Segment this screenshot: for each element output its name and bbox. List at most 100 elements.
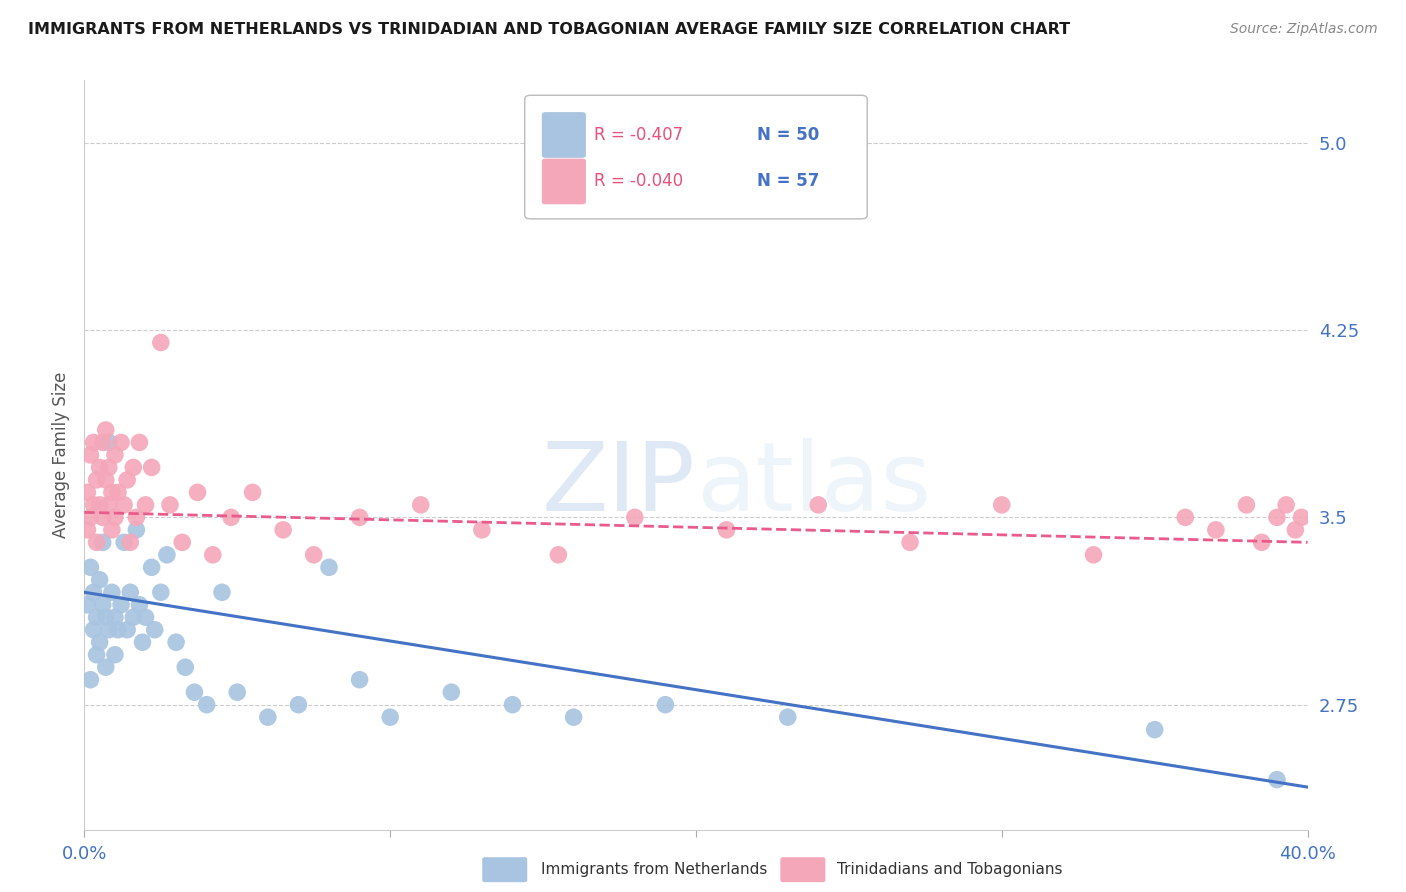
Point xyxy=(94,423,117,437)
Point xyxy=(242,485,264,500)
Point xyxy=(1291,510,1313,524)
Point xyxy=(94,473,117,487)
Point xyxy=(107,485,129,500)
Point xyxy=(1250,535,1272,549)
Point xyxy=(89,635,111,649)
Point xyxy=(91,435,114,450)
Point xyxy=(547,548,569,562)
Point xyxy=(107,623,129,637)
Point xyxy=(271,523,294,537)
Text: R = -0.040: R = -0.040 xyxy=(595,172,683,190)
Point xyxy=(141,560,163,574)
Point xyxy=(110,598,132,612)
Point xyxy=(104,648,127,662)
Point xyxy=(125,510,148,524)
Point xyxy=(716,523,738,537)
Point xyxy=(83,498,105,512)
Point xyxy=(76,523,98,537)
Point xyxy=(991,498,1014,512)
Point xyxy=(91,598,114,612)
Point xyxy=(195,698,218,712)
FancyBboxPatch shape xyxy=(541,112,586,158)
Point xyxy=(104,510,127,524)
Point xyxy=(112,535,135,549)
Point xyxy=(83,623,105,637)
Point xyxy=(318,560,340,574)
Point xyxy=(149,585,172,599)
Point xyxy=(502,698,524,712)
Point xyxy=(120,535,142,549)
Point xyxy=(97,435,120,450)
Point xyxy=(97,623,120,637)
Point xyxy=(101,585,124,599)
Text: ZIP: ZIP xyxy=(543,438,696,532)
Point xyxy=(776,710,799,724)
Point xyxy=(1236,498,1258,512)
Y-axis label: Average Family Size: Average Family Size xyxy=(52,372,70,538)
Point xyxy=(104,610,127,624)
Point xyxy=(94,610,117,624)
Point xyxy=(86,610,108,624)
Point xyxy=(104,448,127,462)
Point xyxy=(97,460,120,475)
Point xyxy=(101,485,124,500)
Text: N = 50: N = 50 xyxy=(758,126,820,144)
Point xyxy=(89,573,111,587)
Text: atlas: atlas xyxy=(696,438,931,532)
Point xyxy=(654,698,676,712)
Point xyxy=(807,498,830,512)
Point xyxy=(562,710,585,724)
Point xyxy=(131,635,153,649)
Point xyxy=(86,473,108,487)
Point xyxy=(165,635,187,649)
Point xyxy=(91,535,114,549)
Point xyxy=(141,460,163,475)
Point xyxy=(1275,498,1298,512)
Point xyxy=(83,585,105,599)
Point xyxy=(101,523,124,537)
Point xyxy=(76,485,98,500)
Point xyxy=(115,473,138,487)
Point xyxy=(174,660,197,674)
Point xyxy=(440,685,463,699)
Point xyxy=(76,598,98,612)
Text: N = 57: N = 57 xyxy=(758,172,820,190)
Point xyxy=(79,673,101,687)
Point xyxy=(183,685,205,699)
Point xyxy=(172,535,194,549)
FancyBboxPatch shape xyxy=(524,95,868,219)
Point xyxy=(83,435,105,450)
Point xyxy=(135,498,157,512)
Point xyxy=(91,510,114,524)
Point xyxy=(79,510,101,524)
Point xyxy=(1265,772,1288,787)
Point xyxy=(89,460,111,475)
Point xyxy=(112,498,135,512)
Point xyxy=(1265,510,1288,524)
Point xyxy=(1205,523,1227,537)
Text: Source: ZipAtlas.com: Source: ZipAtlas.com xyxy=(1230,22,1378,37)
Point xyxy=(128,435,150,450)
Text: R = -0.407: R = -0.407 xyxy=(595,126,683,144)
Point xyxy=(409,498,432,512)
Point xyxy=(219,510,242,524)
Point xyxy=(86,648,108,662)
Text: Trinidadians and Tobagonians: Trinidadians and Tobagonians xyxy=(837,863,1062,877)
Point xyxy=(79,560,101,574)
Point xyxy=(120,585,142,599)
Point xyxy=(302,548,325,562)
Point xyxy=(94,660,117,674)
Point xyxy=(1083,548,1105,562)
Point xyxy=(125,523,148,537)
Point xyxy=(143,623,166,637)
Point xyxy=(257,710,280,724)
Point xyxy=(128,598,150,612)
Point xyxy=(186,485,208,500)
Point xyxy=(135,610,157,624)
Point xyxy=(86,535,108,549)
Text: Immigrants from Netherlands: Immigrants from Netherlands xyxy=(541,863,768,877)
Point xyxy=(122,610,145,624)
Point xyxy=(226,685,249,699)
Point xyxy=(624,510,647,524)
Point xyxy=(471,523,494,537)
